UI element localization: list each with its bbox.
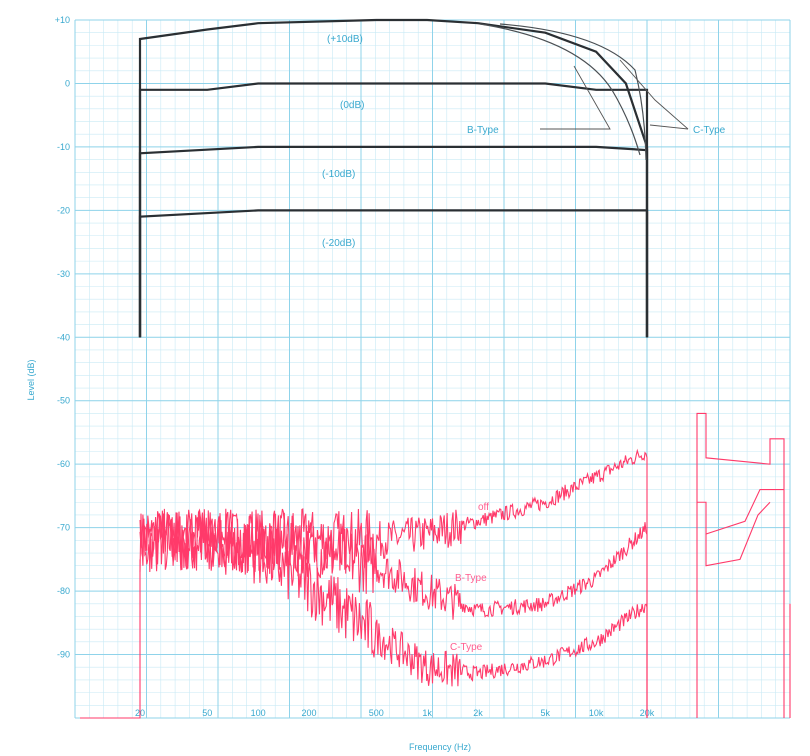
y-tick-label: -30 [57, 269, 70, 279]
y-tick-label: -90 [57, 650, 70, 660]
x-tick-label: 500 [369, 708, 384, 718]
noise-label-off: off [478, 502, 489, 513]
y-tick-labels: +10 0 -10 -20 -30 -40 -50 -60 -70 -80 -90 [55, 15, 70, 660]
y-tick-label: -40 [57, 332, 70, 342]
y-tick-label: -60 [57, 459, 70, 469]
fr-line [138, 209, 649, 338]
y-tick-label: -20 [57, 205, 70, 215]
noise-c-type [139, 508, 648, 718]
noise-label-b-type: B-Type [455, 573, 487, 584]
x-tick-label: 10k [589, 708, 604, 718]
noise-off [139, 448, 648, 718]
label-0db: (0dB) [340, 100, 364, 111]
noise-lines [139, 448, 648, 718]
label-minus10db: (-10dB) [322, 169, 355, 180]
label-minus20db: (-20dB) [322, 238, 355, 249]
x-tick-label: 5k [540, 708, 550, 718]
noise-block-off [696, 412, 785, 718]
b-type-leader [540, 65, 611, 130]
noise-left-edge [80, 559, 141, 719]
sweep-extras [80, 412, 791, 719]
fr-line [138, 82, 649, 338]
noise-block-b-type [697, 489, 784, 535]
x-tick-label: 1k [422, 708, 432, 718]
y-axis-title: Level (dB) [26, 359, 36, 400]
y-tick-label: -50 [57, 396, 70, 406]
y-tick-label: -70 [57, 523, 70, 533]
x-tick-label: 200 [301, 708, 316, 718]
x-tick-label: 100 [251, 708, 266, 718]
frequency-response-lines [138, 18, 649, 338]
noise-block-c-type [705, 501, 771, 567]
c-type-rolloff [499, 23, 647, 161]
fr-line [138, 145, 649, 338]
x-tick-label: 2k [473, 708, 483, 718]
c-type-leader-2 [649, 124, 689, 130]
noise-b-type [139, 508, 648, 718]
c-type-leader [619, 59, 689, 130]
y-tick-label: -10 [57, 142, 70, 152]
label-plus10db: (+10dB) [327, 34, 363, 45]
x-tick-label: 50 [202, 708, 212, 718]
label-c-type: C-Type [693, 125, 726, 136]
x-axis-title: Frequency (Hz) [409, 742, 471, 752]
y-tick-label: -80 [57, 586, 70, 596]
fr-line [138, 18, 649, 338]
label-b-type: B-Type [467, 125, 499, 136]
y-tick-label: +10 [55, 15, 70, 25]
y-tick-label: 0 [65, 78, 70, 88]
x-tick-labels: 20 50 100 200 500 1k 2k 5k 10k 20k [135, 708, 655, 718]
b-type-rolloff [479, 23, 641, 156]
noise-label-c-type: C-Type [450, 642, 483, 653]
